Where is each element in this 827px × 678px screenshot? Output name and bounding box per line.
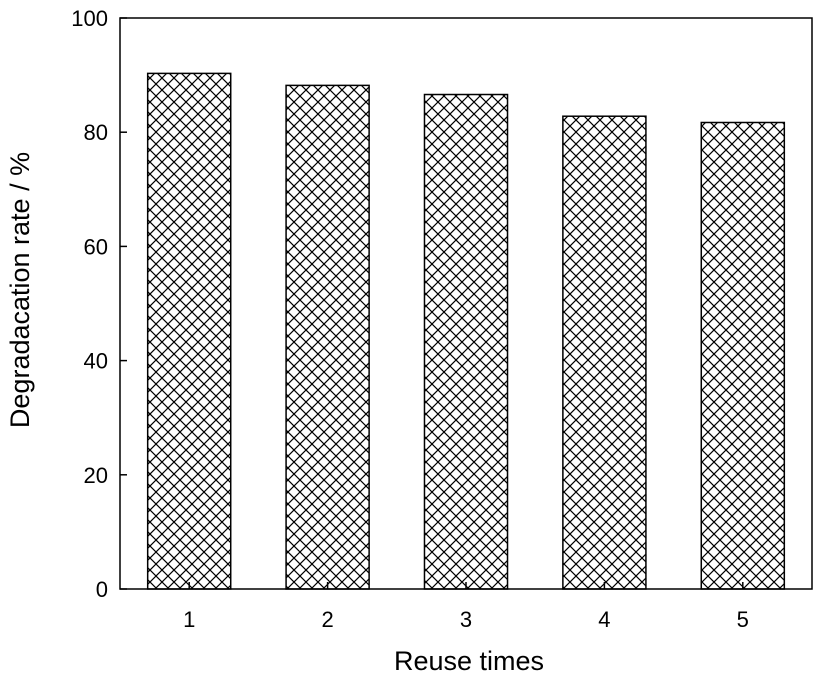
x-axis-title: Reuse times — [394, 646, 544, 676]
x-axis: 1 2 3 4 5 — [183, 582, 749, 632]
x-tick-label: 4 — [598, 607, 610, 632]
bar-reuse-1 — [146, 72, 232, 590]
y-tick-label: 60 — [84, 234, 108, 259]
y-axis-title: Degradacation rate / % — [5, 152, 35, 428]
x-tick-label: 3 — [460, 607, 472, 632]
bar-reuse-3 — [423, 93, 509, 590]
x-tick-label: 1 — [183, 607, 195, 632]
bar-reuse-4 — [562, 115, 647, 590]
y-tick-label: 40 — [84, 349, 108, 374]
bars-group — [146, 72, 786, 590]
bar-reuse-5 — [700, 121, 786, 590]
y-tick-label: 80 — [84, 120, 108, 145]
y-tick-label: 20 — [84, 463, 108, 488]
y-axis: 0 20 40 60 80 100 — [71, 6, 127, 602]
y-tick-label: 0 — [96, 577, 108, 602]
x-tick-label: 2 — [321, 607, 333, 632]
x-tick-label: 5 — [737, 607, 749, 632]
y-tick-label: 100 — [71, 6, 108, 31]
bar-reuse-2 — [285, 84, 370, 590]
